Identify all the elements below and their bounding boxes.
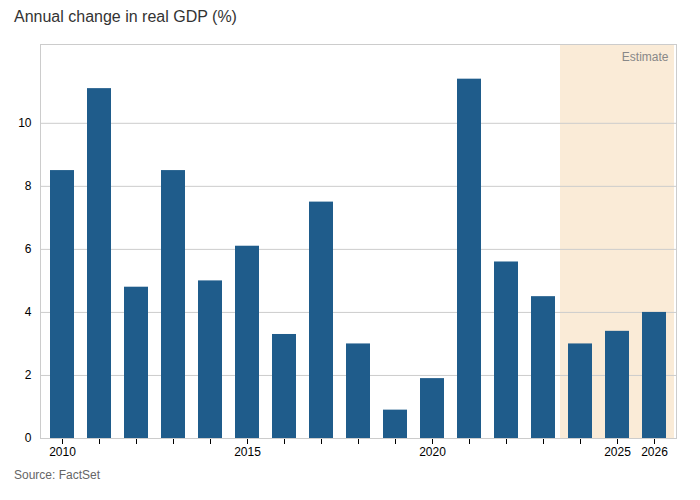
html-text:Source: FactSet: Source: FactSet <box>14 468 100 482</box>
svg-text:2: 2 <box>25 368 32 382</box>
svg-text:2020: 2020 <box>419 445 446 459</box>
svg-text:0: 0 <box>25 431 32 445</box>
svg-text:2025: 2025 <box>604 445 631 459</box>
svg-text:2026: 2026 <box>641 445 668 459</box>
svg-text:2010: 2010 <box>49 445 76 459</box>
svg-text:4: 4 <box>25 305 32 319</box>
svg-text:6: 6 <box>25 242 32 256</box>
svg-text:Estimate: Estimate <box>622 50 669 64</box>
svg-text:10: 10 <box>18 116 32 130</box>
svg-text:2015: 2015 <box>234 445 261 459</box>
html-text:Annual change in real GDP (%): Annual change in real GDP (%) <box>14 8 237 25</box>
svg-text:8: 8 <box>25 179 32 193</box>
